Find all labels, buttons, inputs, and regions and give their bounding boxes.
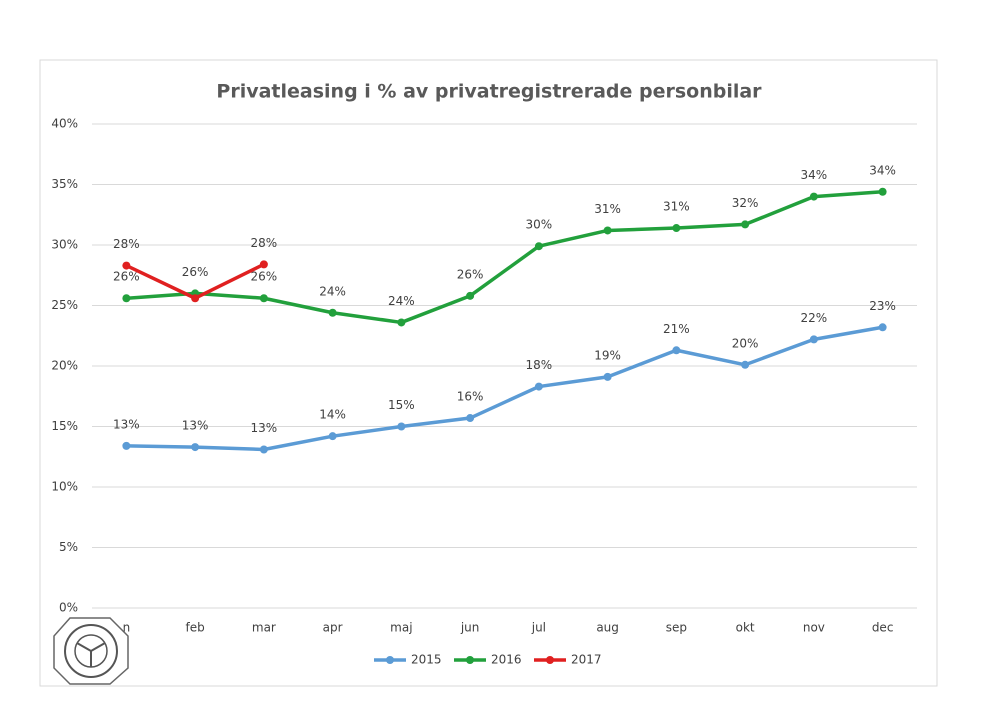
data-point [534,382,543,391]
data-point [878,187,887,196]
data-point [534,242,543,251]
data-label: 13% [113,417,140,431]
y-tick-label: 20% [51,359,78,373]
data-label: 24% [319,284,346,298]
legend-marker [386,656,394,664]
data-label: 19% [594,348,621,362]
data-label: 21% [663,322,690,336]
data-point [603,226,612,235]
data-point [397,318,406,327]
x-tick-label: jul [531,621,546,635]
series-line [126,325,883,452]
data-label: 30% [526,218,553,232]
data-label: 28% [251,236,278,250]
x-tick-label: feb [186,621,205,635]
data-point [259,294,268,303]
data-label: 26% [251,270,278,284]
data-point [809,335,818,344]
chart-frame [39,59,938,687]
y-tick-label: 35% [51,177,78,191]
data-point [672,224,681,233]
data-point [466,291,475,300]
x-tick-label: nov [803,621,825,635]
data-label: 32% [732,196,759,210]
data-label: 31% [663,200,690,214]
y-tick-label: 40% [51,117,78,131]
data-label: 26% [182,265,209,279]
data-label: 18% [526,358,553,372]
data-label: 26% [457,267,484,281]
data-point [466,414,475,423]
legend-label: 2016 [491,653,522,667]
data-point [259,445,268,454]
data-point [122,441,131,450]
data-point [122,261,131,270]
x-tick-label: aug [596,621,619,635]
legend-label: 2015 [411,653,442,667]
data-point [328,308,337,317]
data-point [741,220,750,229]
logo [53,617,129,685]
legend-marker [466,656,474,664]
y-tick-label: 15% [51,419,78,433]
data-point [603,372,612,381]
data-label: 23% [869,299,896,313]
data-point [191,294,200,303]
data-label: 20% [732,336,759,350]
data-label: 13% [251,421,278,435]
data-point [878,323,887,332]
series-line [126,190,883,325]
y-tick-label: 10% [51,480,78,494]
data-point [191,443,200,452]
data-point [328,432,337,441]
x-tick-label: mar [252,621,276,635]
data-label: 15% [388,398,415,412]
data-label: 24% [388,294,415,308]
data-label: 31% [594,202,621,216]
legend-marker [546,656,554,664]
data-point [397,422,406,431]
data-label: 26% [113,270,140,284]
data-label: 14% [319,408,346,422]
data-point [809,192,818,201]
data-point [741,360,750,369]
x-tick-label: dec [872,621,894,635]
data-label: 22% [801,311,828,325]
x-tick-label: jun [460,621,480,635]
data-label: 13% [182,419,209,433]
data-label: 28% [113,237,140,251]
legend-label: 2017 [571,653,602,667]
data-label: 34% [869,163,896,177]
chart-title: Privatleasing i % av privatregistrerade … [216,81,762,103]
data-point [122,294,131,303]
data-label: 16% [457,390,484,404]
data-label: 34% [801,168,828,182]
x-tick-label: okt [736,621,755,635]
x-tick-label: maj [390,621,412,635]
x-tick-label: n [123,621,131,635]
x-tick-label: apr [323,621,343,635]
data-point [259,260,268,269]
y-tick-label: 0% [59,601,78,615]
y-tick-label: 25% [51,298,78,312]
x-tick-label: sep [666,621,687,635]
data-point [672,346,681,355]
y-tick-label: 5% [59,540,78,554]
y-tick-label: 30% [51,238,78,252]
